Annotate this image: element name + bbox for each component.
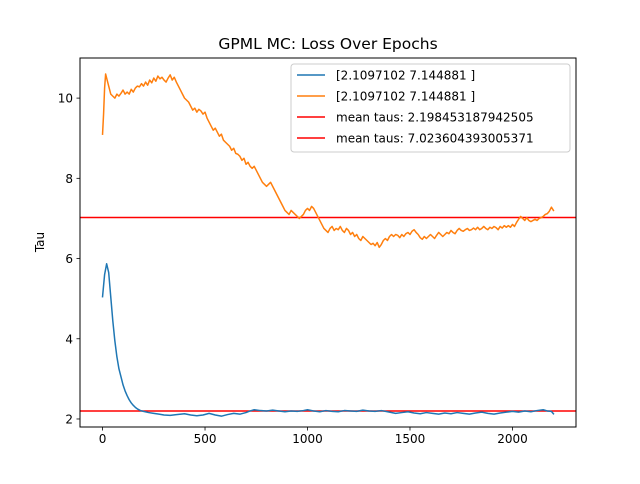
series-line-1 xyxy=(101,263,555,417)
legend-entries: [2.1097102 7.144881 ] [2.1097102 7.144881… xyxy=(297,69,534,146)
y-tick-label: 10 xyxy=(58,92,73,106)
chart-title: GPML MC: Loss Over Epochs xyxy=(218,35,437,53)
x-tick-label: 0 xyxy=(99,432,107,446)
legend-box xyxy=(290,63,571,153)
x-tick-label: 500 xyxy=(194,432,217,446)
y-axis: 2 4 6 8 10 xyxy=(58,92,80,426)
y-tick-label: 2 xyxy=(65,412,73,426)
legend: [2.1097102 7.144881 ] [2.1097102 7.144881… xyxy=(290,63,571,153)
legend-label-1: [2.1097102 7.144881 ] xyxy=(336,69,475,83)
x-axis: 0 500 1000 1500 2000 xyxy=(99,427,528,446)
series-line-2 xyxy=(101,73,555,249)
y-tick-label: 6 xyxy=(65,252,73,266)
x-tick-label: 1500 xyxy=(395,432,426,446)
y-tick-label: 4 xyxy=(65,332,73,346)
legend-label-4: mean taus: 7.023604393005371 xyxy=(336,132,534,146)
y-tick-label: 8 xyxy=(65,172,73,186)
y-axis-label: Tau xyxy=(33,232,47,253)
x-tick-label: 2000 xyxy=(497,432,528,446)
legend-label-2: [2.1097102 7.144881 ] xyxy=(336,90,475,104)
x-tick-label: 1000 xyxy=(292,432,323,446)
legend-label-3: mean taus: 2.198453187942505 xyxy=(336,111,534,125)
series-lines xyxy=(101,73,555,417)
plot-area-frame xyxy=(79,57,577,428)
